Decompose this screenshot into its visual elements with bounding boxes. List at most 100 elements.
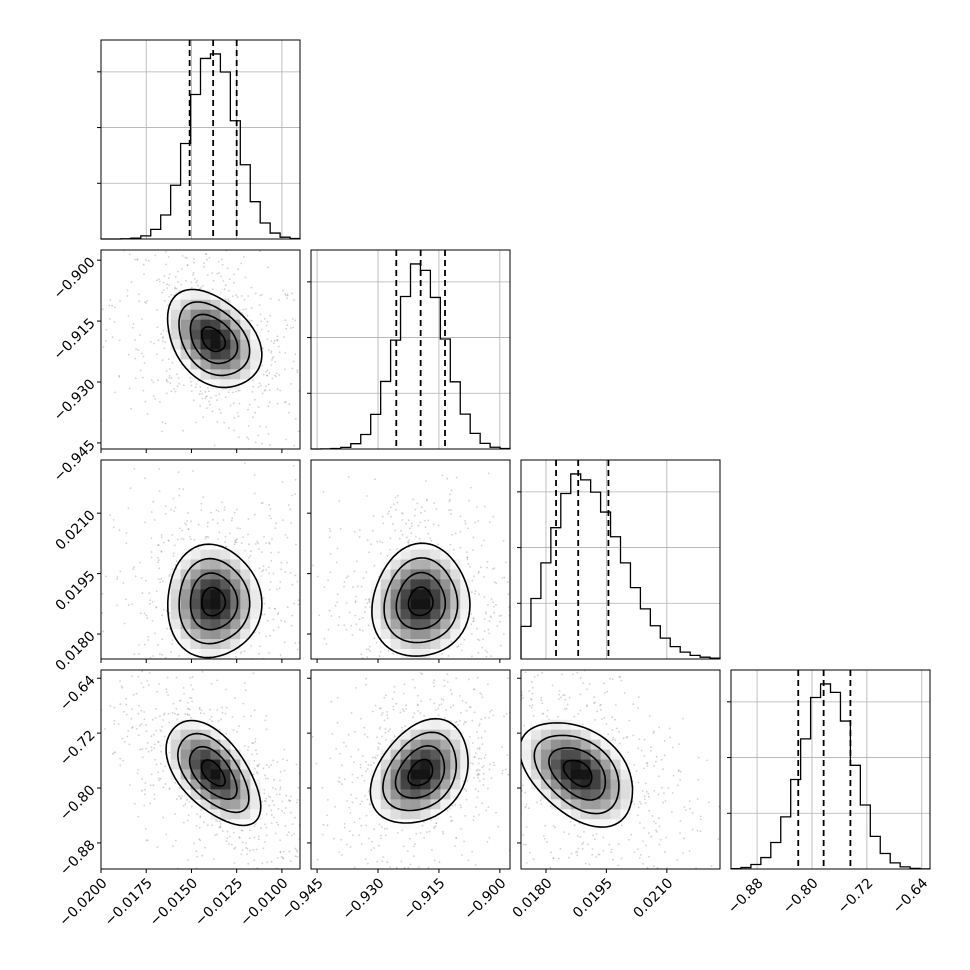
- scatter-point: [406, 536, 408, 539]
- density-cell: [570, 799, 581, 810]
- scatter-point: [226, 668, 228, 670]
- density-cell: [380, 799, 391, 810]
- density-cell: [230, 599, 241, 610]
- scatter-point: [498, 755, 500, 757]
- y-tick-label: −0.72: [57, 727, 99, 769]
- scatter-point: [236, 508, 238, 511]
- scatter-point: [603, 717, 606, 719]
- scatter-point: [207, 691, 209, 693]
- scatter-point: [479, 692, 482, 695]
- scatter-point: [291, 614, 294, 617]
- scatter-point: [227, 427, 230, 429]
- density-cell: [170, 739, 181, 750]
- scatter-point: [263, 841, 266, 843]
- scatter-point: [220, 876, 222, 878]
- scatter-point: [679, 770, 682, 773]
- scatter-point: [146, 680, 149, 682]
- scatter-point: [254, 292, 257, 295]
- scatter-point: [339, 527, 342, 530]
- scatter-point: [258, 425, 261, 428]
- scatter-point: [284, 294, 287, 297]
- scatter-point: [333, 735, 335, 737]
- scatter-point: [330, 922, 332, 924]
- scatter-point: [335, 561, 338, 564]
- scatter-point: [186, 707, 189, 710]
- scatter-point: [180, 673, 182, 675]
- density-cell: [450, 739, 461, 750]
- scatter-point: [195, 281, 198, 284]
- scatter-point: [658, 775, 660, 778]
- density-cell: [620, 799, 631, 810]
- scatter-point: [130, 708, 133, 711]
- scatter-point: [506, 581, 509, 583]
- density-cell: [210, 729, 221, 740]
- density-cell: [550, 739, 562, 750]
- scatter-point: [296, 371, 299, 374]
- scatter-point: [157, 561, 160, 564]
- scatter-point: [266, 320, 269, 323]
- scatter-point: [400, 860, 403, 863]
- scatter-point: [512, 761, 514, 763]
- x-tick-label: 0.0210: [630, 875, 676, 921]
- scatter-point: [288, 514, 290, 516]
- scatter-point: [487, 806, 490, 808]
- scatter-point: [264, 719, 267, 722]
- scatter-point: [221, 501, 223, 504]
- scatter-point: [668, 727, 671, 730]
- scatter-point: [141, 748, 144, 750]
- scatter-point: [289, 811, 292, 814]
- density-cell: [180, 779, 191, 790]
- scatter-point: [485, 655, 488, 658]
- scatter-point: [267, 405, 270, 408]
- scatter-point: [363, 686, 365, 688]
- scatter-point: [289, 860, 292, 862]
- scatter-point: [625, 736, 628, 739]
- density-cell: [410, 789, 421, 800]
- scatter-point: [561, 673, 563, 676]
- scatter-point: [252, 773, 255, 776]
- scatter-point: [478, 593, 480, 596]
- density-cell: [220, 809, 231, 820]
- scatter-point: [150, 749, 153, 752]
- scatter-point: [637, 848, 639, 850]
- scatter-point: [380, 837, 382, 840]
- scatter-point: [516, 717, 518, 719]
- scatter-point: [495, 603, 497, 606]
- scatter-point: [577, 847, 580, 850]
- scatter-point: [109, 705, 112, 707]
- scatter-point: [336, 696, 339, 699]
- scatter-point: [346, 874, 348, 876]
- scatter-point: [348, 611, 351, 614]
- scatter-point: [318, 663, 320, 665]
- density-cell: [170, 719, 181, 730]
- scatter-point: [383, 719, 386, 722]
- scatter-point: [163, 299, 166, 302]
- density-cell: [410, 549, 421, 560]
- scatter-point: [248, 543, 250, 546]
- scatter-point: [372, 756, 374, 759]
- scatter-point: [271, 359, 273, 361]
- scatter-point: [331, 841, 333, 843]
- scatter-point: [477, 790, 480, 793]
- density-cell: [460, 609, 471, 620]
- density-cell: [610, 769, 621, 780]
- scatter-point: [487, 628, 490, 631]
- scatter-point: [126, 246, 128, 248]
- scatter-point: [501, 762, 503, 764]
- scatter-point: [361, 755, 364, 757]
- scatter-point: [505, 768, 507, 771]
- scatter-point: [391, 731, 393, 733]
- scatter-point: [639, 854, 642, 856]
- scatter-point: [277, 688, 279, 690]
- scatter-point: [265, 426, 268, 428]
- scatter-point: [433, 502, 436, 505]
- scatter-point: [161, 359, 164, 362]
- scatter-point: [622, 737, 625, 740]
- density-cell: [200, 549, 211, 560]
- scatter-point: [293, 832, 295, 835]
- scatter-point: [286, 578, 288, 580]
- scatter-point: [655, 829, 657, 832]
- scatter-point: [163, 347, 166, 350]
- scatter-point: [265, 826, 268, 829]
- density-cell: [440, 589, 451, 600]
